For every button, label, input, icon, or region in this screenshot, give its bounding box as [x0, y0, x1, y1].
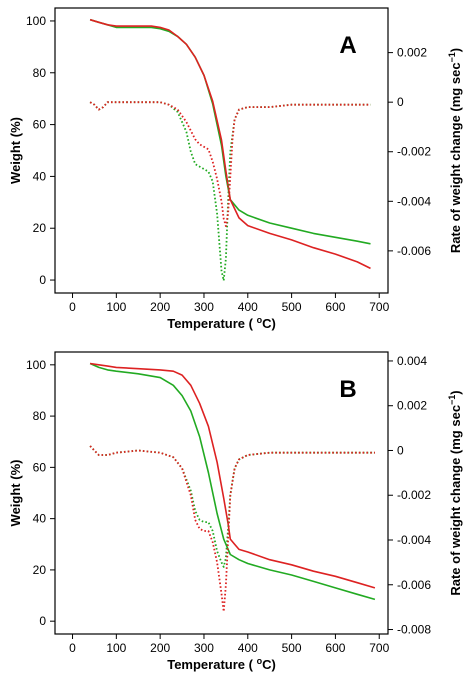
y-tick-label: 60 — [33, 460, 47, 474]
y2-axis-label-superscript: −1 — [447, 395, 457, 405]
y-axis-label: Weight (%) — [8, 117, 23, 184]
red-weight-line — [89, 362, 376, 589]
x-axis-label-text: Temperature ( — [167, 657, 256, 672]
y-tick-label: 100 — [26, 358, 46, 372]
chart-panel-a: 0 100 200 300 400 500 600 700 0 20 40 60 80 100 0.002 0… — [8, 7, 463, 331]
x-tick-label: 600 — [325, 641, 345, 655]
x-tick-label: 100 — [106, 641, 126, 655]
x-tick-label: 600 — [325, 300, 345, 314]
x-axis-label-superscript: o — [257, 656, 263, 666]
plot-frame — [54, 7, 389, 294]
x-axis-label-unit: C) — [262, 657, 276, 672]
x-tick-label: 0 — [69, 300, 76, 314]
y2-axis-label-close: ) — [448, 48, 463, 52]
y-tick-label: 100 — [26, 14, 46, 28]
y-tick-label: 60 — [33, 118, 47, 132]
y2-axis-label-text: Rate of weight change (mg sec — [448, 62, 463, 253]
y2-tick-label: -0.004 — [397, 533, 431, 547]
y2-axis-label: Rate of weight change (mg sec−1) — [447, 48, 463, 253]
x-tick-label: 300 — [194, 641, 214, 655]
panel-label: A — [339, 32, 356, 59]
panel-label: B — [339, 376, 356, 403]
green-rate-line — [89, 101, 371, 282]
x-tick-label: 300 — [194, 300, 214, 314]
y2-tick-label: 0.002 — [397, 46, 427, 60]
x-axis-label: Temperature ( oC) — [167, 315, 276, 331]
x-tick-label: 500 — [282, 300, 302, 314]
x-tick-label: 200 — [150, 300, 170, 314]
x-tick-label: 700 — [369, 300, 389, 314]
x-tick-label: 100 — [106, 300, 126, 314]
y-tick-label: 20 — [33, 563, 47, 577]
plot-frame — [54, 351, 389, 635]
y2-tick-label: -0.006 — [397, 244, 431, 258]
y-axis-label: Weight (%) — [8, 460, 23, 527]
green-weight-line — [89, 18, 371, 245]
red-rate-line — [89, 101, 371, 228]
y2-tick-label: -0.006 — [397, 578, 431, 592]
red-weight-line — [89, 18, 371, 270]
green-weight-line — [89, 362, 376, 601]
x-axis-label-unit: C) — [262, 316, 276, 331]
x-tick-label: 200 — [150, 641, 170, 655]
y-tick-label: 80 — [33, 66, 47, 80]
y-tick-label: 0 — [39, 273, 46, 287]
x-tick-label: 0 — [69, 641, 76, 655]
y2-tick-label: 0.004 — [397, 354, 427, 368]
y2-tick-label: 0.002 — [397, 399, 427, 413]
x-axis-label-superscript: o — [257, 315, 263, 325]
y-tick-label: 40 — [33, 512, 47, 526]
chart-panel-b: 0 100 200 300 400 500 600 700 0 20 40 60 80 100 0.004 0… — [8, 351, 463, 672]
y-tick-label: 80 — [33, 409, 47, 423]
y2-tick-label: -0.008 — [397, 623, 431, 637]
y2-axis-label-superscript: −1 — [447, 52, 457, 62]
x-tick-label: 500 — [282, 641, 302, 655]
y-tick-label: 20 — [33, 221, 47, 235]
y2-tick-label: -0.004 — [397, 194, 431, 208]
green-rate-line — [89, 445, 375, 568]
x-tick-label: 400 — [238, 300, 258, 314]
y-tick-label: 0 — [39, 614, 46, 628]
y-tick-label: 40 — [33, 169, 47, 183]
x-tick-label: 700 — [369, 641, 389, 655]
y2-axis-label-text: Rate of weight change (mg sec — [448, 405, 463, 596]
x-axis-label: Temperature ( oC) — [167, 656, 276, 672]
y2-axis-label: Rate of weight change (mg sec−1) — [447, 390, 463, 595]
y2-tick-label: -0.002 — [397, 488, 431, 502]
x-axis-label-text: Temperature ( — [167, 316, 256, 331]
y2-tick-label: -0.002 — [397, 145, 431, 159]
x-tick-label: 400 — [238, 641, 258, 655]
y2-tick-label: 0 — [397, 443, 404, 457]
y2-tick-label: 0 — [397, 95, 404, 109]
y2-axis-label-close: ) — [448, 390, 463, 394]
